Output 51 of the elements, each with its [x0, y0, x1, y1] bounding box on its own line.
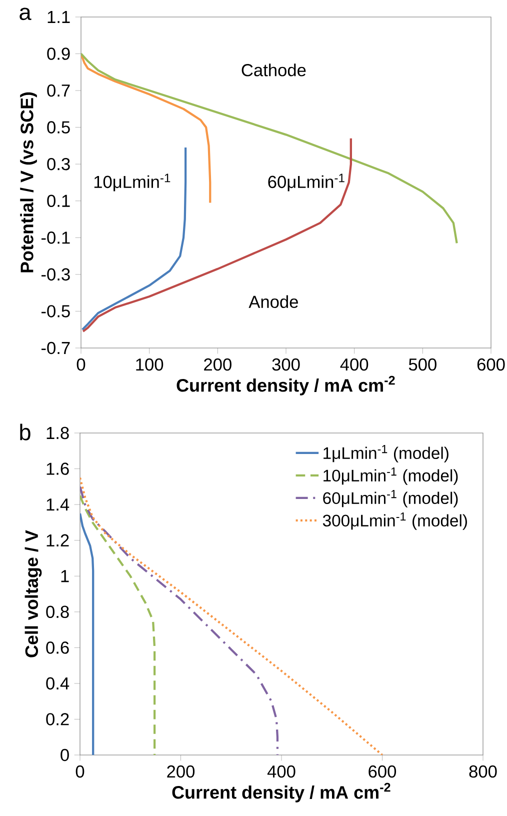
line-series — [81, 146, 187, 331]
chart-title: a — [20, 8, 32, 20]
annotation: 60μLmin$^{-1}$ — [268, 174, 344, 192]
x-tick-label: 400 — [340, 358, 368, 371]
y-tick-label: 0.4 — [46, 677, 70, 690]
y-axis-title: Cell voltage / V — [24, 530, 42, 658]
y-tick-label: 0.9 — [47, 48, 70, 60]
y-axis-title: Potential / V (vs SCE) — [20, 92, 37, 272]
annotation: Cathode — [242, 64, 306, 76]
x-tick-label: 400 — [267, 765, 296, 778]
annotation: 10μLmin$^{-1}$ — [94, 174, 170, 192]
y-tick-label: 0.5 — [47, 121, 70, 134]
x-tick-label: 300 — [272, 358, 300, 371]
x-axis-title: Current density / mA cm$^{-2}$ — [176, 376, 395, 396]
y-tick-label: 0.1 — [47, 194, 70, 208]
line-series — [80, 486, 279, 755]
x-tick-label: 600 — [477, 358, 505, 371]
legend-label: 300μLmin$^{-1}$ (model) — [322, 512, 467, 530]
y-tick-label: 0 — [60, 748, 69, 762]
x-tick-label: 0 — [76, 765, 84, 778]
x-tick-label: 800 — [469, 765, 497, 778]
y-tick-label: 1.1 — [48, 11, 70, 23]
legend-label: 10μLmin$^{-1}$ (model) — [324, 468, 458, 485]
x-tick-label: 0 — [76, 358, 86, 371]
x-tick-label: 200 — [167, 765, 195, 778]
y-tick-label: -0.1 — [42, 232, 70, 244]
legend-label: 1μLmin$^{-1}$ (model) — [324, 445, 448, 462]
y-tick-label: -0.5 — [42, 305, 70, 318]
y-tick-label: -0.3 — [42, 268, 70, 281]
y-tick-label: 0.6 — [46, 642, 69, 654]
y-tick-label: 0.8 — [46, 606, 69, 618]
line-series — [80, 512, 94, 755]
y-tick-label: 0.3 — [47, 158, 70, 170]
y-tick-label: 0.2 — [46, 713, 69, 726]
x-tick-label: 500 — [408, 358, 436, 371]
x-axis-title: Current density / mA cm$^{-2}$ — [172, 782, 390, 802]
y-tick-label: 1.6 — [46, 462, 69, 475]
x-tick-label: 600 — [368, 765, 396, 778]
y-tick-label: 1 — [61, 570, 69, 582]
y-tick-label: 1.8 — [46, 426, 69, 440]
line-series — [81, 52, 212, 204]
annotation: Anode — [248, 295, 298, 308]
y-tick-label: 0.7 — [47, 84, 70, 97]
legend-label: 60μLmin$^{-1}$ (model) — [323, 490, 458, 508]
y-tick-label: -0.7 — [42, 342, 70, 354]
y-tick-label: 1.2 — [46, 534, 69, 546]
chart-title: b — [20, 424, 30, 440]
line-series — [82, 137, 352, 333]
y-tick-label: 1.4 — [46, 498, 70, 511]
x-tick-label: 100 — [136, 358, 164, 371]
x-tick-label: 200 — [204, 358, 232, 371]
